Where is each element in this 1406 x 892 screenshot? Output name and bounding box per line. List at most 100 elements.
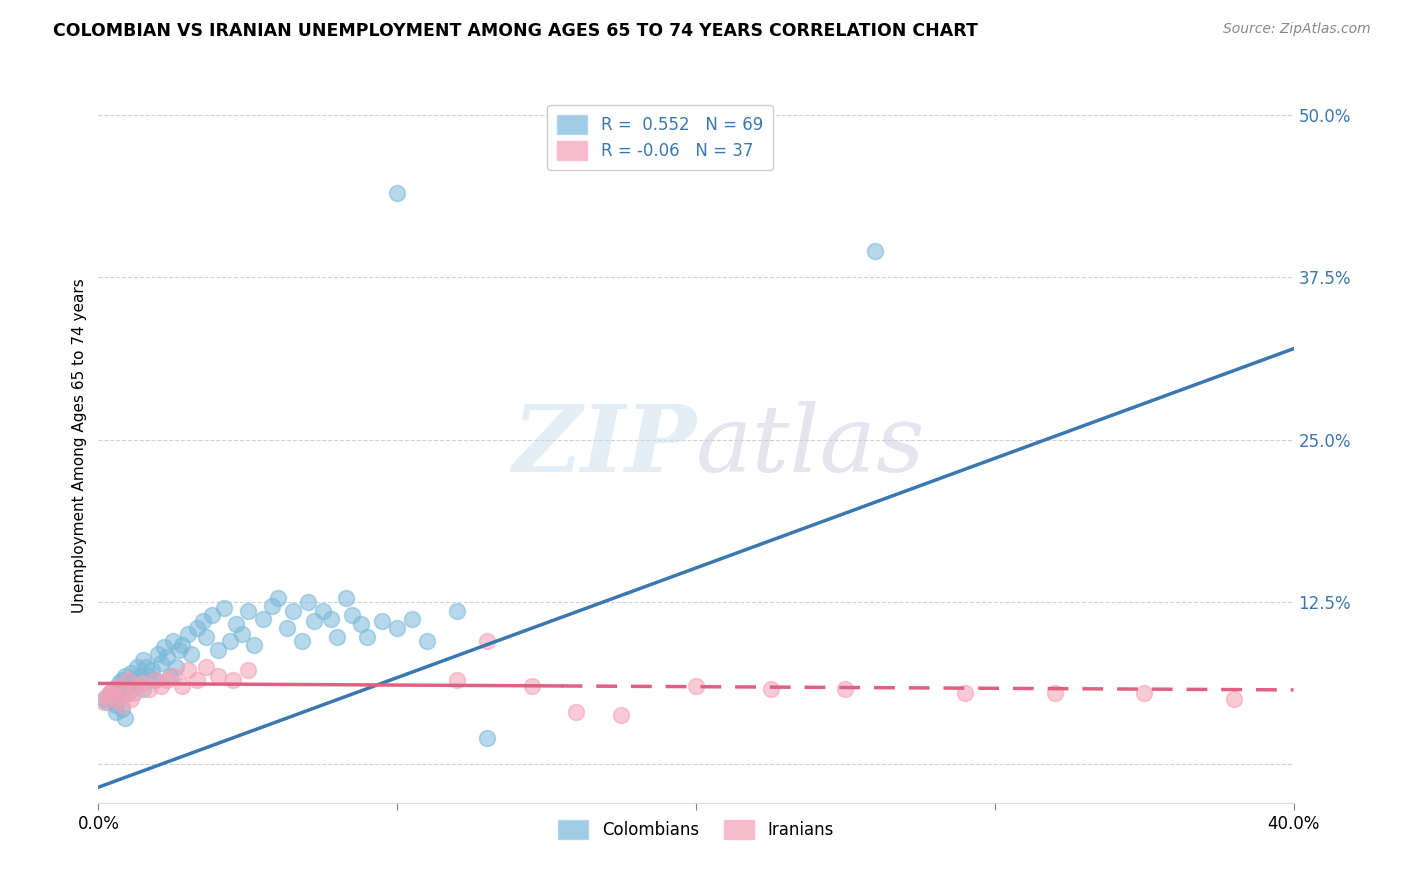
Point xyxy=(165,659,187,673)
Point xyxy=(117,685,139,699)
Y-axis label: Unemployment Among Ages 65 to 74 years: Unemployment Among Ages 65 to 74 years xyxy=(72,278,87,614)
Point xyxy=(865,244,887,259)
Point xyxy=(177,627,200,641)
Point xyxy=(135,659,157,673)
Point xyxy=(150,656,173,670)
Point xyxy=(186,673,208,687)
Point xyxy=(108,676,131,690)
Point xyxy=(108,679,131,693)
Point xyxy=(150,679,173,693)
Point xyxy=(385,186,409,200)
Point xyxy=(159,668,181,682)
Point xyxy=(326,630,349,644)
Point xyxy=(93,692,115,706)
Point xyxy=(111,673,134,687)
Point xyxy=(371,614,394,628)
Point xyxy=(105,692,128,706)
Point xyxy=(356,630,378,644)
Point xyxy=(111,698,134,713)
Point xyxy=(243,638,266,652)
Point xyxy=(252,611,274,625)
Point xyxy=(120,666,142,681)
Point xyxy=(114,685,136,699)
Point xyxy=(231,627,253,641)
Point xyxy=(195,630,218,644)
Point xyxy=(129,668,152,682)
Point xyxy=(138,668,160,682)
Point xyxy=(475,633,498,648)
Point xyxy=(212,601,235,615)
Point xyxy=(302,614,325,628)
Point xyxy=(153,640,176,654)
Point xyxy=(105,698,128,713)
Point xyxy=(191,614,214,628)
Point xyxy=(236,604,259,618)
Point xyxy=(114,711,136,725)
Point xyxy=(225,616,247,631)
Point xyxy=(297,595,319,609)
Point xyxy=(1133,685,1156,699)
Point xyxy=(103,690,125,704)
Point xyxy=(172,638,194,652)
Point xyxy=(127,659,149,673)
Point xyxy=(132,676,155,690)
Point xyxy=(98,685,122,699)
Point xyxy=(93,695,115,709)
Point xyxy=(219,633,242,648)
Point xyxy=(1043,685,1066,699)
Point xyxy=(475,731,498,745)
Point xyxy=(124,685,146,699)
Point xyxy=(276,621,298,635)
Text: COLOMBIAN VS IRANIAN UNEMPLOYMENT AMONG AGES 65 TO 74 YEARS CORRELATION CHART: COLOMBIAN VS IRANIAN UNEMPLOYMENT AMONG … xyxy=(53,22,979,40)
Point xyxy=(222,673,245,687)
Point xyxy=(834,681,856,696)
Point xyxy=(195,659,218,673)
Point xyxy=(342,607,364,622)
Point xyxy=(291,633,314,648)
Point xyxy=(520,679,543,693)
Point xyxy=(236,664,259,678)
Point xyxy=(132,681,155,696)
Point xyxy=(105,705,128,719)
Point xyxy=(401,611,423,625)
Point xyxy=(98,685,122,699)
Point xyxy=(141,664,163,678)
Point xyxy=(167,642,190,657)
Point xyxy=(96,695,118,709)
Point xyxy=(1223,692,1246,706)
Point xyxy=(162,668,184,682)
Point xyxy=(446,604,468,618)
Point xyxy=(120,692,142,706)
Point xyxy=(685,679,707,693)
Point xyxy=(565,705,588,719)
Point xyxy=(207,668,229,682)
Point xyxy=(311,604,333,618)
Point xyxy=(156,673,179,687)
Point xyxy=(267,591,290,605)
Point xyxy=(117,679,139,693)
Point xyxy=(335,591,357,605)
Point xyxy=(281,604,304,618)
Point xyxy=(260,599,283,613)
Point xyxy=(143,673,166,687)
Point xyxy=(124,673,146,687)
Point xyxy=(446,673,468,687)
Point xyxy=(172,679,194,693)
Point xyxy=(177,664,200,678)
Point xyxy=(201,607,224,622)
Point xyxy=(953,685,976,699)
Point xyxy=(111,702,134,716)
Point xyxy=(114,668,136,682)
Point xyxy=(138,681,160,696)
Point xyxy=(416,633,439,648)
Point xyxy=(186,621,208,635)
Point xyxy=(108,681,131,696)
Point xyxy=(143,673,166,687)
Text: Source: ZipAtlas.com: Source: ZipAtlas.com xyxy=(1223,22,1371,37)
Point xyxy=(350,616,373,631)
Text: ZIP: ZIP xyxy=(512,401,696,491)
Point xyxy=(207,642,229,657)
Point xyxy=(96,690,118,704)
Point xyxy=(321,611,343,625)
Point xyxy=(156,650,179,665)
